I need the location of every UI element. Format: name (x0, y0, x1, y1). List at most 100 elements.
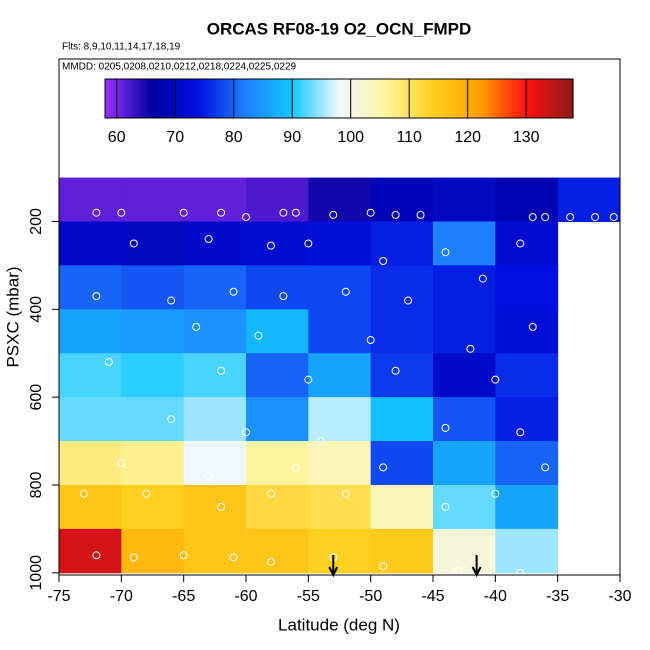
colorbar-segment (558, 79, 562, 118)
colorbar-segment (385, 79, 390, 118)
heat-cell (495, 484, 559, 530)
sample-point (391, 366, 400, 375)
colorbar-segment (186, 79, 191, 118)
colorbar-segment (362, 79, 366, 118)
colorbar-segment (280, 79, 285, 118)
colorbar-segment (426, 79, 431, 118)
colorbar-segment (537, 79, 542, 118)
colorbar-segment (359, 79, 363, 118)
colorbar-segment (458, 79, 463, 118)
colorbar-segment (438, 79, 442, 118)
sample-point (366, 336, 375, 345)
colorbar-segment (382, 79, 387, 118)
colorbar-segment (315, 79, 320, 118)
heat-cell (308, 528, 372, 574)
colorbar-segment (160, 79, 165, 118)
colorbar-segment (230, 79, 235, 118)
colorbar-segment (529, 79, 533, 118)
heat-cell (246, 177, 309, 222)
colorbar-segment (379, 79, 384, 118)
heat-cell (370, 309, 434, 354)
colorbar-segment (406, 79, 410, 118)
sample-point (266, 489, 275, 498)
colorbar-segment (350, 79, 355, 118)
colorbar-segment (330, 79, 334, 118)
colorbar-segment (242, 79, 246, 118)
colorbar-segment (561, 79, 565, 118)
colorbar-segment (169, 79, 173, 118)
colorbar-tick-label: 70 (166, 129, 184, 146)
colorbar-frame (104, 78, 574, 119)
sample-point (304, 375, 313, 384)
colorbar-segment (476, 79, 480, 118)
colorbar-segment (423, 79, 428, 118)
colorbar-segment (540, 79, 545, 118)
colorbar-segment (499, 79, 504, 118)
x-tick-label: -40 (484, 588, 507, 605)
heat-cell (246, 441, 309, 486)
colorbar-tick-label: 80 (225, 129, 243, 146)
colorbar-segment (339, 79, 343, 118)
subtitle: Flts: 8,9,10,11,14,17,18,19 (62, 42, 181, 53)
sample-point (379, 562, 388, 571)
sample-point (341, 287, 350, 296)
colorbar-segment (143, 79, 147, 118)
heat-cell (183, 528, 247, 574)
colorbar-segment (336, 79, 340, 118)
colorbar-segment (295, 79, 299, 118)
colorbar-segment (128, 79, 132, 118)
sample-point (79, 489, 88, 498)
colorbar-segment (464, 79, 469, 118)
colorbar-segment (154, 79, 159, 118)
colorbar-tick-label: 100 (337, 129, 364, 146)
heat-cell (308, 484, 372, 530)
x-tick-label: -55 (297, 588, 320, 605)
colorbar-segment (491, 79, 495, 118)
colorbar-segment (447, 79, 451, 118)
colorbar-segment (113, 79, 118, 118)
colorbar-segment (432, 79, 437, 118)
sample-point (528, 213, 537, 222)
colorbar-segment (552, 79, 557, 118)
note: MMDD: 0205,0208,0210,0212,0218,0224,0225… (62, 62, 297, 73)
colorbar-segment (444, 79, 448, 118)
sample-point (217, 366, 226, 375)
sample-point (591, 213, 600, 222)
colorbar-segment (543, 79, 548, 118)
colorbar-segment (110, 79, 115, 118)
sample-point (266, 557, 275, 566)
colorbar-segment (312, 79, 317, 118)
sample-point (104, 358, 113, 367)
heat-cell (308, 309, 372, 354)
colorbar-segment (532, 79, 536, 118)
colorbar-segment (210, 79, 214, 118)
heat-cell (59, 221, 122, 266)
colorbar-segment (303, 79, 308, 118)
heat-cell (308, 265, 372, 310)
heat-cell (433, 309, 496, 354)
colorbar-segment (137, 79, 141, 118)
sample-point (329, 210, 338, 219)
sample-point (516, 428, 525, 437)
colorbar-segment (172, 79, 176, 118)
sample-point (279, 208, 288, 217)
colorbar-segment (175, 79, 179, 118)
colorbar-segment (327, 79, 331, 118)
heat-cell (246, 221, 309, 266)
colorbar-segment (420, 79, 425, 118)
heat-cell (495, 309, 559, 354)
colorbar-segment (368, 79, 372, 118)
colorbar-segment (198, 79, 203, 118)
sample-point (478, 274, 487, 283)
heat-cell (59, 353, 122, 398)
heat-cell (495, 441, 559, 486)
y-axis-label: PSXC (mbar) (3, 266, 22, 367)
colorbar-segment (564, 79, 568, 118)
colorbar-segment (388, 79, 393, 118)
colorbar-segment (189, 79, 194, 118)
colorbar-segment (292, 79, 296, 118)
heat-cell (495, 353, 559, 398)
sample-point (129, 239, 138, 248)
colorbar-segment (178, 79, 182, 118)
sample-point (266, 241, 275, 250)
